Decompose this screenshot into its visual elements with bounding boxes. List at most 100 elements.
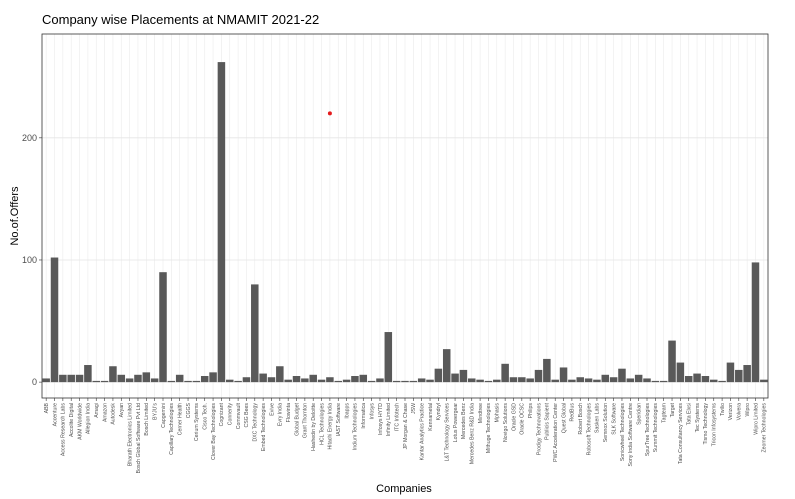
bar — [434, 368, 443, 383]
bar — [376, 378, 384, 383]
x-tick-label: Quest Global — [561, 403, 567, 433]
x-tick-label: Evry India — [278, 403, 284, 426]
bar — [543, 358, 551, 383]
bar — [267, 377, 276, 383]
bar — [109, 366, 117, 383]
x-tick-label: Autodesk — [111, 403, 117, 425]
x-tick-label: Robosoft Technologies — [586, 403, 592, 456]
bar — [559, 367, 568, 383]
x-tick-label: Tata Elxsi — [687, 403, 693, 425]
bar — [309, 374, 317, 383]
x-tick-label: Target — [670, 402, 676, 417]
bar — [42, 378, 50, 383]
x-tick-label: Novigo Solutions — [503, 403, 509, 442]
x-tick-label: Tata Consultancy Services — [678, 403, 684, 465]
bar — [142, 372, 151, 383]
bar — [317, 379, 326, 383]
bar — [618, 368, 626, 383]
bar — [501, 363, 509, 383]
bar — [726, 362, 735, 383]
x-tick-label: HCL Technologies — [319, 403, 325, 445]
bar — [125, 378, 134, 383]
bar — [459, 369, 468, 383]
y-axis-title: No.of.Offers — [9, 186, 21, 246]
x-tick-label: Global Budget — [294, 402, 300, 435]
bar — [167, 380, 176, 383]
x-tick-label: Allegion India — [86, 403, 92, 434]
bar — [234, 380, 242, 383]
bar — [551, 379, 559, 383]
x-tick-label: JP Morgan & Chase — [403, 403, 409, 449]
x-tick-label: Prodigy Technovations — [536, 403, 542, 456]
bar — [526, 378, 534, 383]
bar — [392, 380, 401, 383]
x-tick-label: Ibapps — [344, 403, 350, 419]
x-tick-label: DXC Technology — [253, 403, 259, 442]
x-tick-label: PWC Acceleration Center — [553, 403, 559, 462]
x-tick-label: Flowinta — [286, 403, 292, 422]
x-tick-label: Hitachi Energy India — [328, 403, 334, 450]
bar — [468, 378, 476, 383]
bar — [184, 380, 192, 383]
x-tick-label: ABB — [44, 402, 50, 413]
x-tick-label: Tec Systems — [695, 403, 701, 433]
bar — [609, 377, 618, 383]
panel-border — [41, 33, 769, 399]
x-tick-label: SLK Software — [611, 403, 617, 435]
point — [327, 111, 332, 116]
bar — [684, 376, 693, 383]
bar — [217, 62, 226, 383]
bar — [576, 377, 584, 383]
y-tick-label: 200 — [22, 133, 37, 143]
bar — [259, 373, 267, 383]
bar — [710, 379, 718, 383]
x-tick-label: Indium Technologies — [353, 403, 359, 451]
bar — [367, 380, 376, 383]
x-tick-label: Mphasis — [495, 403, 501, 423]
x-tick-label: Mercedes Benz R&D India — [470, 403, 476, 464]
x-tick-label: Wipro — [745, 403, 751, 417]
x-tick-label: Grant Thornton — [303, 403, 309, 438]
bar — [568, 379, 576, 383]
bar — [209, 372, 217, 383]
bar — [175, 374, 184, 383]
bar — [50, 257, 59, 383]
x-tick-label: Access Research Labs — [61, 403, 67, 456]
bar — [651, 380, 660, 383]
bar — [668, 340, 676, 383]
x-tick-label: Oracle GSD — [511, 403, 517, 431]
x-tick-label: Capgemini — [161, 403, 167, 428]
x-tick-label: JSW — [411, 403, 417, 414]
x-tick-label: Sony India Software Centre — [628, 403, 634, 467]
x-tick-label: Summit Technologies — [653, 403, 659, 453]
bar — [359, 374, 368, 383]
bar — [601, 374, 610, 383]
x-tick-label: Kyndryl — [436, 403, 442, 420]
bar — [451, 373, 459, 383]
x-tick-label: AKM Worldwide — [77, 403, 83, 440]
x-tick-label: Embed Technologies — [261, 403, 267, 451]
bar — [117, 374, 126, 383]
x-tick-label: IAST Software — [336, 403, 342, 436]
bar — [643, 378, 651, 383]
x-tick-label: Kantar Analytics Practice — [419, 403, 425, 460]
x-tick-label: Mithuge Technologies — [486, 403, 492, 453]
bar — [718, 380, 726, 383]
x-tick-label: Mercedes Benz — [461, 403, 467, 439]
bar — [326, 377, 334, 383]
y-tick-label: 100 — [22, 255, 37, 265]
bar — [84, 365, 92, 383]
bar — [534, 369, 543, 383]
x-tick-label: Robert Bosch — [578, 403, 584, 435]
bar — [92, 380, 100, 383]
x-tick-label: Philips — [528, 403, 534, 419]
bar — [659, 380, 668, 383]
x-tick-label: Cerium Systems — [194, 403, 200, 441]
bar — [743, 365, 751, 383]
bar — [200, 376, 209, 383]
x-tick-label: CGGS — [186, 402, 192, 418]
x-tick-label: Amagi — [94, 403, 100, 418]
x-tick-label: Speridian — [636, 403, 642, 425]
bar — [518, 377, 526, 383]
y-tick-label: 0 — [32, 377, 37, 387]
